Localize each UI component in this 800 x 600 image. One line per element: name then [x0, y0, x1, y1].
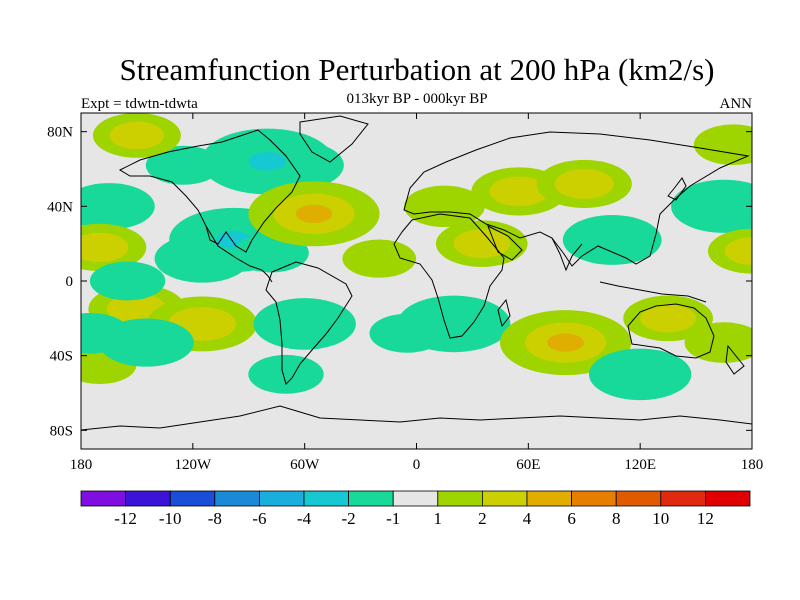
- colorbar-swatch-14: [705, 490, 751, 507]
- colorbar-swatch-4: [258, 490, 305, 507]
- anomaly-region-29: [684, 322, 752, 363]
- y-tick-label-2: 0: [66, 274, 74, 290]
- x-tick-label-0: 180: [70, 457, 93, 473]
- colorbar-label-10: 6: [567, 509, 576, 528]
- colorbar-label-0: -12: [114, 509, 137, 528]
- anomaly-region-31: [248, 354, 324, 394]
- x-tick-labels: 180 120W 60W 0 60E 120E 180: [70, 457, 764, 473]
- colorbar-swatch-8: [437, 490, 483, 507]
- colorbar-swatch-1: [125, 490, 171, 507]
- chart-subtitle: 013kyr BP - 000kyr BP: [346, 91, 487, 107]
- anomaly-region-32: [89, 261, 166, 301]
- anomaly-region-17-core: [691, 189, 752, 223]
- anomaly-region-1-peak: [248, 152, 287, 171]
- anomaly-region-22-core: [116, 327, 176, 358]
- colorbar-swatch-2: [169, 490, 216, 507]
- coast-north-america: [118, 129, 301, 253]
- experiment-label: Expt = tdwtn-tdwta: [81, 96, 198, 112]
- colorbar-label-12: 10: [652, 509, 669, 528]
- colorbar-swatch-12: [615, 490, 662, 507]
- anomaly-region-12-core: [554, 169, 614, 199]
- colorbar-label-9: 4: [523, 509, 532, 528]
- y-tick-label-4: 80S: [50, 423, 73, 439]
- colorbar-swatch-6: [348, 490, 394, 507]
- colorbar-label-4: -4: [297, 509, 312, 528]
- anomaly-region-3-core: [81, 191, 138, 221]
- colorbar-swatch-5: [303, 490, 349, 507]
- anomaly-region-15: [342, 239, 417, 278]
- anomaly-region-16-core: [581, 224, 643, 256]
- colorbar-label-7: 1: [434, 509, 443, 528]
- season-label: ANN: [720, 96, 753, 112]
- coast-arabia: [487, 224, 523, 261]
- coast-central-america: [205, 225, 273, 283]
- anomaly-region-27-core: [640, 304, 696, 333]
- coast-greenland: [299, 115, 369, 163]
- map-area: [80, 112, 753, 450]
- coast-eurasia: [403, 131, 750, 267]
- coast-africa: [393, 213, 505, 339]
- anomaly-region-7-peak: [295, 204, 333, 223]
- colorbar-label-1: -10: [159, 509, 182, 528]
- coastlines: [81, 115, 752, 431]
- anomaly-region-13-core: [109, 121, 165, 150]
- anomaly-region-9: [404, 185, 485, 228]
- colorbar-label-3: -6: [252, 509, 266, 528]
- coast-india: [551, 237, 583, 272]
- anomaly-region-14: [693, 124, 752, 166]
- y-tick-label-3: 40S: [50, 349, 73, 365]
- colorbar-swatch-3: [214, 490, 260, 507]
- colorbar-label-11: 8: [612, 509, 621, 528]
- coast-madagascar: [497, 298, 511, 328]
- x-tick-label-4: 60E: [516, 457, 540, 473]
- anomaly-region-26-peak: [547, 333, 584, 352]
- x-tick-label-5: 120E: [624, 457, 656, 473]
- coast-antarctica: [81, 405, 752, 431]
- x-tick-label-6: 180: [741, 457, 764, 473]
- anomaly-region-2: [145, 145, 222, 185]
- colorbar-label-13: 12: [697, 509, 714, 528]
- colorbar-label-5: -2: [342, 509, 356, 528]
- anomaly-region-10-core: [453, 229, 511, 259]
- colorbar-swatch-7: [392, 490, 439, 507]
- x-tick-label-3: 0: [413, 457, 421, 473]
- colorbar-swatch-13: [660, 490, 706, 507]
- axis-ticks: [80, 113, 753, 449]
- y-tick-labels: 80N 40N 0 40S 80S: [47, 125, 73, 440]
- anomaly-region-30: [81, 312, 130, 354]
- anomaly-region-28-core: [608, 358, 672, 391]
- coast-indonesia: [599, 281, 707, 303]
- anomaly-region-23-core: [272, 307, 337, 340]
- coast-new-zealand: [725, 344, 745, 375]
- x-tick-label-1: 120W: [174, 457, 212, 473]
- anomaly-region-25: [369, 313, 445, 353]
- y-tick-label-1: 40N: [47, 199, 73, 215]
- colorbar-label-8: 2: [478, 509, 487, 528]
- y-tick-label-0: 80N: [47, 125, 73, 141]
- coast-australia: [627, 303, 715, 359]
- colorbar-swatch-10: [526, 490, 572, 507]
- colorbar: -12 -10 -8 -6 -4 -2 -1 1 2 4 6 8 10 12: [80, 490, 751, 528]
- coast-south-america: [265, 261, 353, 385]
- anomaly-region-8-core: [81, 232, 129, 263]
- colorbar-swatch-9: [481, 490, 528, 507]
- x-tick-label-2: 60W: [290, 457, 320, 473]
- colorbar-label-6: -1: [386, 509, 400, 528]
- colorbar-swatch-11: [571, 490, 617, 507]
- colorbar-label-2: -8: [208, 509, 222, 528]
- colorbar-swatch-0: [80, 490, 126, 507]
- anomaly-region-11-core: [489, 176, 549, 207]
- coast-japan: [667, 177, 687, 201]
- anomaly-region-18-core: [724, 237, 752, 266]
- chart-title: Streamfunction Perturbation at 200 hPa (…: [120, 52, 715, 87]
